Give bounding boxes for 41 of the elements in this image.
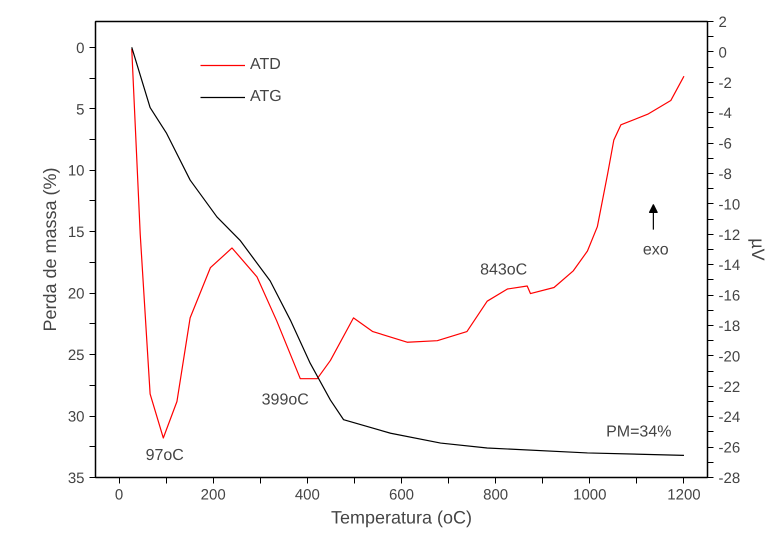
y-tick-label: 10 xyxy=(68,162,85,180)
annotation: 97oC xyxy=(146,446,184,464)
x-tick-label: 0 xyxy=(114,486,124,504)
y-tick-label: 15 xyxy=(68,224,85,242)
y2-tick-label: -10 xyxy=(718,196,740,214)
y2-tick-label: -26 xyxy=(718,440,740,457)
y2-axis-title: µV xyxy=(748,238,768,261)
y-tick-label: 5 xyxy=(76,101,84,118)
y2-tick-label: -14 xyxy=(718,257,740,274)
y2-tick-label: -28 xyxy=(718,470,740,487)
x-tick-label: 1000 xyxy=(573,486,606,504)
annotation: 843oC xyxy=(480,261,528,278)
legend-label: ATG xyxy=(250,88,282,106)
y-axis-title: Perda de massa (%) xyxy=(40,167,60,332)
x-axis-title: Temperatura (oC) xyxy=(330,508,472,528)
y2-tick-label: -12 xyxy=(718,226,740,244)
x-tick-label: 600 xyxy=(388,486,414,504)
x-tick-label: 200 xyxy=(200,486,226,504)
annotation: exo xyxy=(642,242,669,259)
y2-tick-label: 2 xyxy=(718,14,727,31)
y2-tick-label: 0 xyxy=(718,44,727,62)
y2-tick-label: -6 xyxy=(718,136,732,153)
y2-tick-label: -20 xyxy=(718,348,740,366)
x-tick-label: 400 xyxy=(294,486,320,504)
annotation: 399oC xyxy=(262,392,309,409)
x-tick-label: 800 xyxy=(483,486,508,504)
y-tick-label: 30 xyxy=(68,408,85,426)
y2-tick-label: -24 xyxy=(718,409,740,426)
annotation: PM=34% xyxy=(606,424,672,441)
y2-tick-label: -4 xyxy=(718,105,732,122)
y-tick-label: 25 xyxy=(68,347,85,364)
legend-label: ATD xyxy=(250,56,281,74)
y2-tick-label: -2 xyxy=(718,74,732,92)
y2-tick-label: -8 xyxy=(718,166,732,183)
y2-tick-label: -16 xyxy=(718,288,740,305)
y2-tick-label: -18 xyxy=(718,318,740,335)
x-tick-label: 1200 xyxy=(667,486,701,504)
y-tick-label: 20 xyxy=(68,286,85,303)
y2-tick-label: -22 xyxy=(718,378,740,396)
y-tick-label: 35 xyxy=(68,470,85,487)
y-tick-label: 0 xyxy=(76,40,84,57)
